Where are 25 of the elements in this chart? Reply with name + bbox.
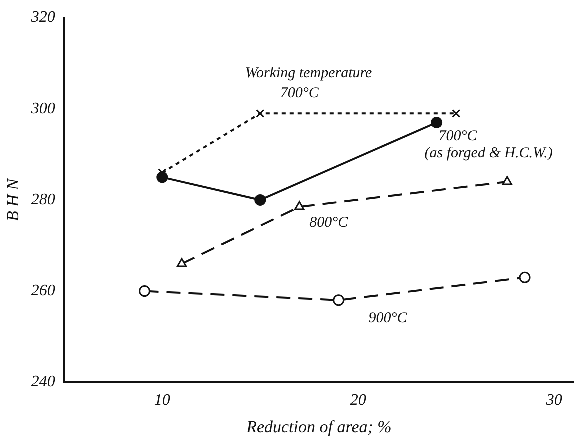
y-tick-label: 300: [30, 100, 56, 118]
x-tick-label: 10: [154, 392, 170, 410]
x-axis-title: Reduction of area; %: [246, 417, 392, 436]
point: [452, 109, 461, 118]
point: [139, 286, 151, 298]
y-tick-label: 240: [31, 374, 56, 391]
series-label: 800°C: [310, 214, 350, 231]
point: [519, 272, 531, 284]
series-label: 700°C (as forged & H.C.W.): [424, 128, 553, 162]
y-tick-label: 320: [30, 9, 56, 26]
x-tick-label: 30: [545, 392, 562, 410]
x-tick-label: 20: [350, 392, 366, 410]
point: [431, 117, 443, 129]
point: [502, 176, 512, 186]
series-label: 700°C: [280, 86, 320, 102]
y-tick-label: 260: [31, 282, 56, 300]
y-tick-label: 280: [31, 191, 56, 208]
y-axis-title: B H N: [4, 177, 23, 222]
series-label: 900°C: [368, 310, 408, 326]
point: [333, 294, 345, 306]
point: [294, 201, 305, 210]
point: [256, 109, 265, 118]
annotation: Working temperature: [245, 66, 373, 82]
point: [176, 258, 188, 268]
point: [254, 194, 266, 206]
